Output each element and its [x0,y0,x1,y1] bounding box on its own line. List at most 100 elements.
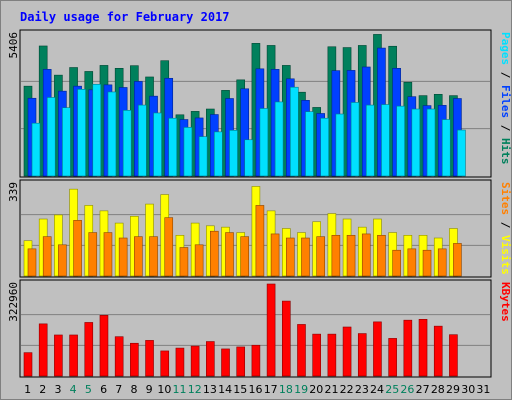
x-tick-label: 21 [324,383,338,396]
bar-sites-day-18 [285,237,295,277]
bar-sites-day-24 [377,234,386,277]
bar-pages-day-7 [122,110,132,177]
bar-sites-day-16 [255,205,265,277]
bar-kbytes-day-3 [54,334,63,377]
bar-pages-day-17 [274,101,284,177]
bar-sites-day-28 [437,248,447,277]
bar-sites-day-8 [134,236,143,277]
bar-pages-day-24 [381,104,390,177]
x-tick-label: 26 [400,383,414,396]
x-tick-label: 3 [54,383,61,396]
x-tick-label: 19 [294,383,308,396]
panel-1: 5406 Pages / Files / Hits [7,29,512,178]
bar-kbytes-day-4 [69,334,78,377]
bar-kbytes-day-13 [206,341,215,377]
x-tick-label: 18 [279,383,293,396]
x-tick-label: 27 [416,383,430,396]
ylabel-files: Files [499,85,512,118]
bar-kbytes-day-7 [114,336,124,377]
panel-max-label: 5406 [7,32,20,59]
x-tick-label: 6 [100,383,107,396]
bar-kbytes-day-29 [449,334,458,377]
ylabel-separator: / [499,65,512,85]
ylabel-separator: / [499,215,512,235]
bar-pages-day-12 [198,136,208,177]
bar-sites-day-25 [392,249,401,277]
bar-pages-day-9 [153,112,162,177]
bar-sites-day-21 [331,234,341,277]
x-tick-label: 16 [249,383,263,396]
x-tick-label: 14 [218,383,232,396]
bar-sites-day-11 [179,247,189,277]
bar-kbytes-day-1 [23,352,33,377]
bar-kbytes-day-14 [221,348,230,377]
bar-kbytes-day-20 [312,333,321,377]
bar-kbytes-day-18 [281,300,291,377]
bar-pages-day-21 [335,113,345,177]
bar-pages-day-5 [92,84,102,177]
bar-kbytes-day-26 [403,319,413,377]
x-tick-label: 31 [476,383,490,396]
chart-panels: 5406 Pages / Files / Hits 339 Sites / Visit… [7,29,512,378]
panel-3: 322960 KBytes [7,279,512,378]
ylabel-pages: Pages [499,32,512,65]
bar-pages-day-15 [244,139,254,177]
bar-pages-day-13 [214,131,223,177]
x-tick-label: 2 [39,383,46,396]
bar-sites-day-5 [88,232,98,277]
panel-max-label: 322960 [7,282,20,322]
bar-pages-day-28 [441,119,451,177]
x-tick-label: 22 [340,383,354,396]
bar-pages-day-4 [77,89,86,177]
bar-kbytes-day-23 [357,333,367,377]
bar-kbytes-day-16 [251,344,261,377]
bar-sites-day-13 [210,230,219,277]
x-tick-label: 11 [173,383,187,396]
bar-sites-day-7 [118,237,128,277]
bar-kbytes-day-9 [145,340,154,377]
ylabel-sites: Sites [499,182,512,215]
ylabel-separator: / [499,118,512,138]
bar-sites-day-3 [58,244,67,277]
bar-kbytes-day-6 [99,315,109,377]
bar-kbytes-day-8 [130,342,139,377]
bar-kbytes-day-2 [38,323,48,377]
bar-pages-day-19 [305,111,314,177]
bar-sites-day-20 [316,236,325,277]
bar-sites-day-9 [149,236,158,277]
bar-pages-day-3 [62,107,71,177]
bar-pages-day-18 [289,86,299,177]
bar-kbytes-day-25 [388,338,397,377]
x-tick-label: 13 [203,383,217,396]
bar-pages-day-16 [259,108,269,177]
x-tick-label: 10 [157,383,171,396]
x-tick-label: 30 [461,383,475,396]
bar-pages-day-20 [320,117,329,177]
bar-kbytes-day-22 [342,326,352,377]
panel-2: 339 Sites / Visits [7,179,512,278]
bar-pages-day-29 [457,129,466,177]
x-tick-label: 7 [115,383,122,396]
bar-sites-day-22 [346,234,356,277]
bar-sites-day-17 [270,233,280,277]
bar-kbytes-day-15 [236,346,246,377]
bar-pages-day-25 [396,105,405,177]
bar-sites-day-26 [407,248,417,277]
bar-kbytes-day-11 [175,347,185,377]
ylabel-hits: Hits [499,138,512,165]
x-tick-label: 23 [355,383,369,396]
bar-kbytes-day-28 [433,325,443,377]
bar-sites-day-10 [164,217,174,277]
x-tick-label: 29 [446,383,460,396]
bar-kbytes-day-21 [327,333,337,377]
bar-sites-day-2 [42,236,52,277]
bar-sites-day-14 [225,232,234,277]
bar-kbytes-day-17 [266,283,276,377]
bar-sites-day-27 [422,249,432,277]
x-tick-label: 20 [309,383,323,396]
bar-kbytes-day-5 [84,322,94,377]
x-tick-label: 4 [70,383,77,396]
x-tick-label: 5 [85,383,92,396]
x-tick-label: 9 [146,383,153,396]
